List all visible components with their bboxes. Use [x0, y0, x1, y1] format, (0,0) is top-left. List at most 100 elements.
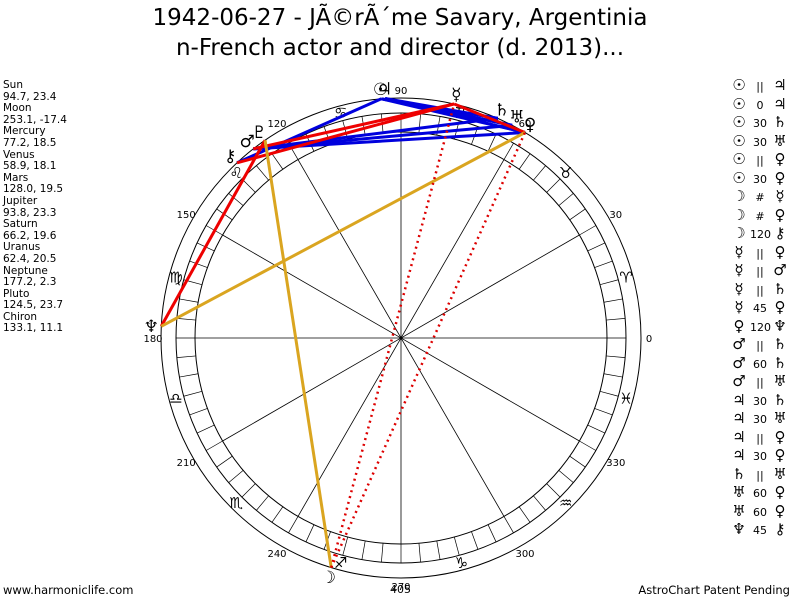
degree-tick — [569, 208, 586, 221]
zodiac-sign-glyph: ♌ — [230, 164, 243, 182]
aspect-planet-2-glyph: ♅ — [773, 131, 787, 150]
aspect-symbol: || — [756, 80, 764, 93]
chart-title-line-2: n-French actor and director (d. 2013)... — [175, 35, 625, 61]
planet-coords: 66.2, 19.6 — [3, 229, 57, 242]
degree-tick — [179, 298, 199, 303]
degree-tick — [533, 495, 546, 511]
degree-tick — [179, 373, 199, 378]
planet-name: Pluto — [3, 287, 30, 300]
degree-label: 150 — [177, 210, 196, 221]
degree-tick — [503, 516, 514, 534]
degree-tick — [546, 178, 561, 193]
planet-name: Venus — [3, 148, 35, 161]
aspect-planet-1-glyph: ♄ — [732, 464, 746, 483]
degree-tick — [361, 116, 366, 136]
aspect-symbol: || — [756, 376, 764, 389]
zodiac-sign-glyph: ♓ — [619, 389, 632, 407]
degree-tick — [216, 455, 233, 468]
aspect-planet-2-glyph: ♀ — [774, 483, 786, 501]
degree-tick — [256, 165, 269, 181]
planet-glyph-moon: ☽ — [321, 568, 336, 588]
aspect-planet-1-glyph: ☉ — [732, 168, 746, 187]
degree-label: 270 — [391, 582, 410, 593]
aspect-planet-2-glyph: ☿ — [775, 187, 785, 205]
aspect-row: ☉ 30 ♅ — [728, 132, 798, 151]
aspect-planet-2-glyph: ♅ — [773, 464, 787, 483]
aspect-planet-1-glyph: ♃ — [732, 427, 746, 446]
aspect-row: ♂ || ♅ — [728, 372, 798, 391]
aspect-planet-2-glyph: ♄ — [773, 335, 787, 353]
degree-tick — [271, 506, 284, 523]
degree-tick — [256, 495, 269, 511]
degree-tick — [533, 165, 546, 181]
aspect-planet-1-glyph: ☉ — [732, 150, 746, 168]
aspect-planet-2-glyph: ♄ — [773, 279, 787, 298]
zodiac-sign-glyph: ♑ — [455, 554, 468, 572]
aspect-planet-1-glyph: ☽ — [732, 224, 746, 242]
degree-tick — [241, 178, 256, 193]
degree-tick — [606, 318, 626, 321]
planet-coords: 128.0, 19.5 — [3, 183, 64, 196]
degree-tick — [487, 524, 497, 543]
planet-name: Chiron — [3, 310, 38, 323]
aspect-symbol: || — [756, 283, 764, 297]
degree-label: 30 — [609, 210, 622, 221]
aspect-planet-2-glyph: ♀ — [774, 446, 786, 464]
aspect-planet-2-glyph: ♃ — [773, 76, 787, 94]
aspect-planet-2-glyph: ⚷ — [774, 224, 786, 242]
degree-tick — [503, 142, 514, 160]
aspect-row: ☉ || ♃ — [728, 76, 798, 95]
degree-tick — [381, 543, 384, 563]
aspect-line — [252, 102, 455, 151]
degree-tick — [196, 424, 215, 434]
planet-name: Jupiter — [3, 194, 38, 207]
aspect-planet-1-glyph: ☉ — [732, 113, 746, 131]
aspect-line — [453, 102, 526, 134]
degree-label: 240 — [267, 549, 286, 560]
aspect-planet-1-glyph: ♂ — [732, 335, 746, 353]
planet-coords: 77.2, 18.5 — [3, 136, 57, 149]
planet-glyph-neptune: ♆ — [144, 317, 159, 337]
aspect-planet-2-glyph: ♀ — [774, 298, 786, 316]
chart-title-line-1: 1942-06-27 - JÃ©rÃ´me Savary, Argentinia — [152, 5, 648, 31]
zodiac-sign-glyph: ♎ — [169, 389, 182, 407]
degree-label: 60 — [519, 119, 532, 130]
degree-tick — [418, 543, 421, 563]
aspect-symbol: || — [756, 246, 764, 260]
aspect-line — [330, 103, 456, 568]
degree-tick — [579, 225, 597, 236]
degree-tick — [342, 536, 349, 556]
aspect-symbol: 60 — [753, 487, 767, 500]
aspect-row: ♃ 30 ♅ — [728, 409, 798, 428]
degree-tick — [453, 536, 460, 556]
aspect-row: ☽ # ♀ — [728, 206, 798, 225]
aspect-planet-1-glyph: ♃ — [732, 446, 746, 464]
aspect-row: ☿ || ♂ — [728, 261, 798, 280]
planet-coords: 177.2, 2.3 — [3, 276, 57, 289]
aspect-symbol: 30 — [753, 172, 767, 186]
aspect-table: ☉ || ♃ ☉ 0 ♃ ☉ 30 ♄ ☉ 30 ♅ ☉ || ♀ ☉ 30 ♀ ☽ # ☿ ☽ # ♀ ☽ 120 ⚷ ☿ || ♀ ☿ |… — [728, 76, 798, 539]
aspect-planet-2-glyph: ♄ — [773, 353, 787, 372]
degree-tick — [228, 470, 244, 483]
aspect-symbol: 120 — [750, 228, 771, 241]
aspect-planet-1-glyph: ♂ — [732, 372, 746, 390]
planet-name: Mars — [3, 171, 29, 184]
degree-tick — [518, 506, 531, 523]
aspect-planet-2-glyph: ♅ — [773, 372, 787, 390]
aspect-planet-1-glyph: ♅ — [732, 501, 746, 520]
aspect-symbol: 120 — [750, 320, 771, 334]
planet-position-list: Sun 94.7, 23.4 Moon 253.1, -17.4 Mercury 77.2… — [3, 79, 153, 335]
degree-tick — [471, 531, 479, 550]
aspect-planet-2-glyph: ♂ — [773, 261, 787, 279]
degree-tick — [228, 193, 244, 206]
zodiac-sign-glyph: ♏ — [230, 494, 244, 512]
aspect-row: ♃ || ♀ — [728, 428, 798, 447]
degree-tick — [183, 390, 203, 397]
degree-tick — [418, 113, 421, 133]
aspect-symbol: 60 — [753, 357, 767, 371]
planet-name: Uranus — [3, 241, 41, 254]
aspect-planet-1-glyph: ☽ — [732, 187, 746, 205]
degree-tick — [189, 260, 208, 268]
planet-glyph-venus: ♀ — [524, 115, 536, 135]
